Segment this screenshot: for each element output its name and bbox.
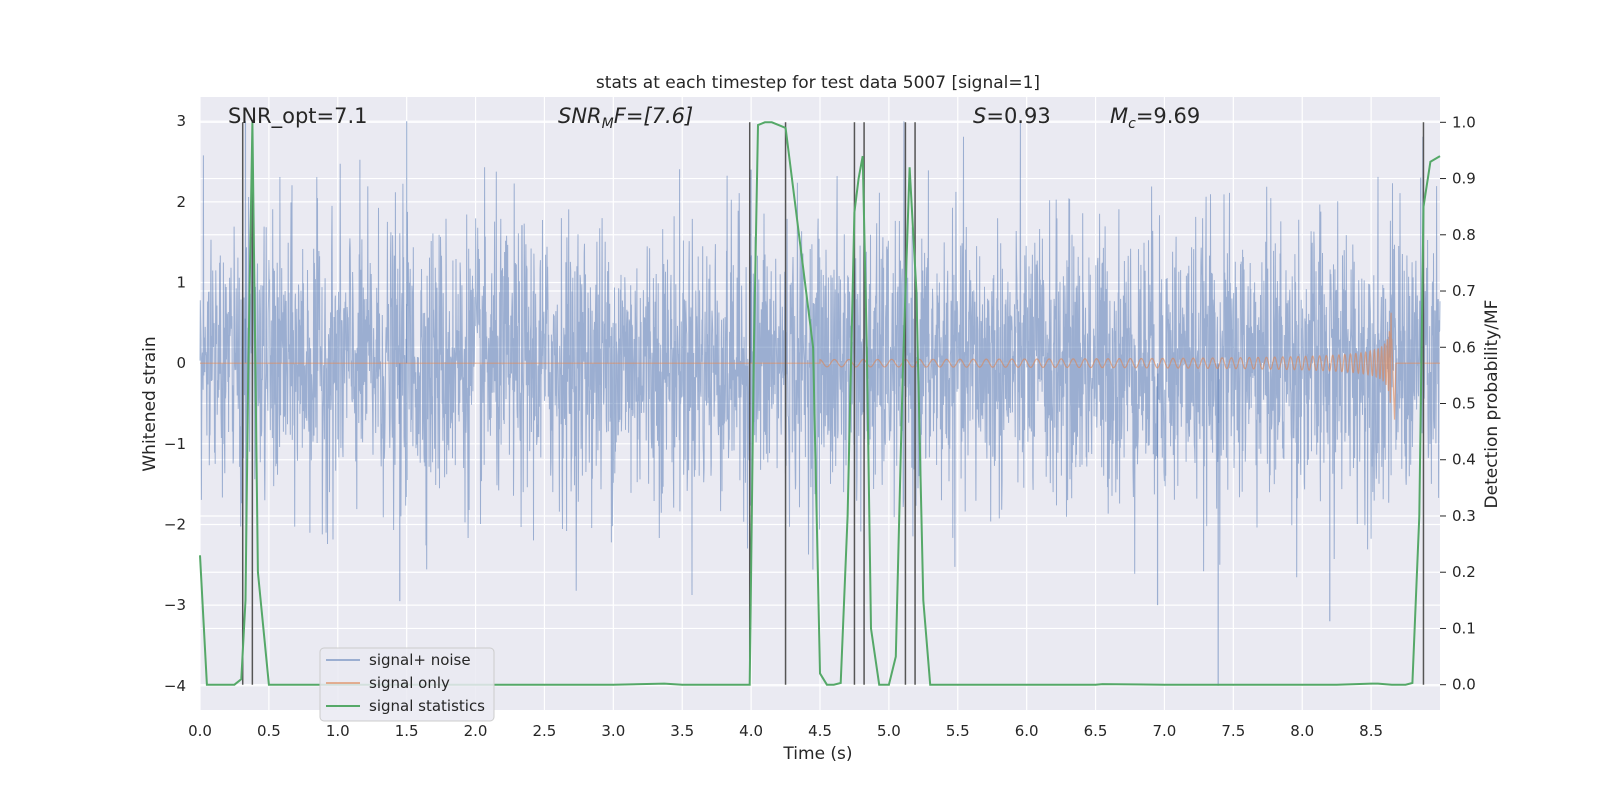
y2-axis-label: Detection probability/MF [1482, 300, 1502, 509]
x-tick-label: 8.5 [1359, 722, 1383, 740]
y2-tick-label: 0.9 [1452, 170, 1476, 188]
x-axis-label: Time (s) [782, 744, 852, 764]
x-tick-label: 7.0 [1153, 722, 1177, 740]
y2-ticks: 1.0 0.9 0.8 0.7 0.6 0.5 0.4 0.3 0.2 0.1 0.0 [1440, 113, 1476, 694]
y2-tick-label: 1.0 [1452, 113, 1476, 131]
annotation-snr-mf-sub: M [602, 116, 614, 132]
annotation-mc: Mc=9.69 [1110, 104, 1200, 132]
annotation-snr-opt: SNR_opt=7.1 [228, 104, 368, 129]
x-tick-label: 5.5 [946, 722, 970, 740]
x-tick-label: 3.0 [601, 722, 625, 740]
legend-label-signal-statistics: signal statistics [369, 697, 485, 715]
y2-tick-label: 0.0 [1452, 676, 1476, 694]
y2-tick-label: 0.4 [1452, 451, 1476, 469]
annotation-snr-mf-rest: F=[7.6] [614, 104, 693, 128]
signal-noise-series [199, 121, 1441, 686]
y-tick-label: 2 [176, 193, 186, 211]
annotation-mc-sub: c [1128, 116, 1136, 132]
y2-tick-label: 0.8 [1452, 226, 1476, 244]
legend-box [319, 647, 495, 722]
y-ticks: 3 2 1 0 −1 −2 −3 −4 [164, 112, 186, 695]
y2-tick-label: 0.7 [1452, 282, 1476, 300]
x-tick-label: 7.5 [1221, 722, 1245, 740]
x-tick-label: 1.5 [395, 722, 419, 740]
x-tick-label: 6.0 [1015, 722, 1039, 740]
signal-statistics-series [199, 121, 1441, 686]
x-tick-label: 0.0 [188, 722, 212, 740]
annotation-snr-mf-main: SNR [558, 104, 602, 128]
y2-tick-label: 0.5 [1452, 395, 1476, 413]
x-tick-label: 2.0 [464, 722, 488, 740]
x-ticks: 0.0 0.5 1.0 1.5 2.0 2.5 3.0 3.5 4.0 4.5 5.0 5.5 6.0 6… [188, 722, 1383, 740]
x-tick-label: 3.5 [670, 722, 694, 740]
y2-tick-label: 0.1 [1452, 619, 1476, 637]
annotation-s: S=0.93 [973, 104, 1051, 128]
y-tick-label: −4 [164, 677, 186, 695]
annotation-s-rest: =0.93 [986, 104, 1050, 128]
x-tick-label: 6.5 [1084, 722, 1108, 740]
y-tick-label: −1 [164, 435, 186, 453]
x-tick-label: 1.0 [326, 722, 350, 740]
annotation-mc-rest: =9.69 [1136, 104, 1200, 128]
x-tick-label: 4.0 [739, 722, 763, 740]
y-axis-label: Whitened strain [140, 336, 160, 471]
legend: signal+ noise signal only signal statist… [319, 647, 495, 722]
y2-tick-label: 0.3 [1452, 507, 1476, 525]
x-tick-label: 0.5 [257, 722, 281, 740]
chart-title: stats at each timestep for test data 500… [596, 73, 1040, 93]
x-tick-label: 8.0 [1290, 722, 1314, 740]
x-tick-label: 4.5 [808, 722, 832, 740]
annotation-snr-mf: SNRMF=[7.6] [558, 104, 693, 132]
annotation-mc-main: M [1110, 104, 1128, 128]
x-tick-label: 2.5 [533, 722, 557, 740]
annotation-s-main: S [973, 104, 986, 128]
y-tick-label: −2 [164, 515, 186, 533]
legend-label-signal-only: signal only [369, 674, 450, 692]
y-tick-label: −3 [164, 596, 186, 614]
y2-tick-label: 0.2 [1452, 563, 1476, 581]
y-tick-label: 0 [176, 354, 186, 372]
x-tick-label: 5.0 [877, 722, 901, 740]
legend-label-signal-noise: signal+ noise [369, 651, 471, 669]
y2-tick-label: 0.6 [1452, 338, 1476, 356]
signal-statistics-line [199, 121, 1441, 686]
y-tick-label: 3 [176, 112, 186, 130]
y-tick-label: 1 [176, 274, 186, 292]
